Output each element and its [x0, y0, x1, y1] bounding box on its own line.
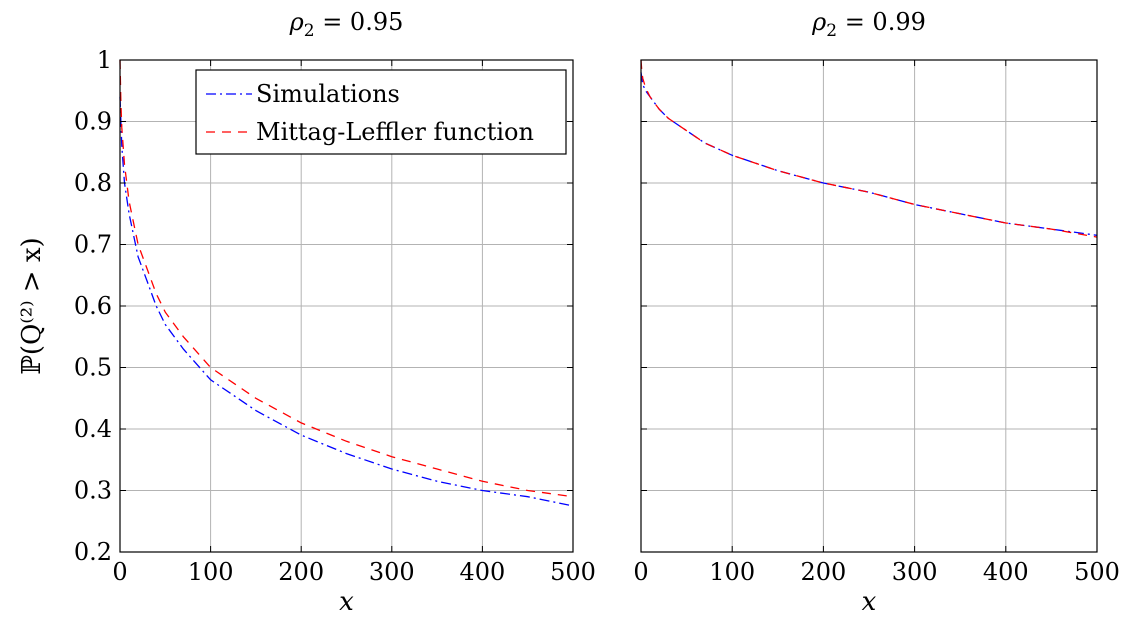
chart-panel-2: 0 100 200 300 400 500 x ρ2 = 0.99	[633, 8, 1120, 617]
title-subscript: 2	[304, 21, 315, 41]
x-axis-label: x	[862, 587, 877, 617]
series-line-mittag-leffler-function	[640, 59, 1098, 238]
x-tick-label: 400	[459, 558, 505, 586]
y-tick-label: 0.2	[74, 538, 112, 566]
x-tick-label: 100	[188, 558, 234, 586]
y-tick-label: 0.3	[74, 477, 112, 505]
x-tick-label: 0	[112, 558, 127, 586]
series-line-simulations	[119, 96, 574, 507]
x-tick-label: 200	[278, 558, 324, 586]
title-value: = 0.95	[315, 8, 404, 36]
series-line-simulations	[640, 72, 1098, 236]
chart-panel-1: 0 100 200 300 400 500 0.2 0.3 0.4 0.5 0.6 0.7 0.8 0.9…	[17, 8, 596, 617]
y-tick-label: 1	[97, 46, 112, 74]
title-subscript: 2	[826, 21, 837, 41]
x-tick-label: 300	[892, 558, 938, 586]
chart-title: ρ2 = 0.95	[289, 8, 404, 41]
x-tick-label: 400	[983, 558, 1029, 586]
x-tick-label: 100	[709, 558, 755, 586]
x-tick-label: 200	[800, 558, 846, 586]
y-tick-label: 0.6	[74, 292, 112, 320]
y-tick-label: 0.4	[74, 415, 112, 443]
series-line-mittag-leffler-function	[119, 59, 574, 498]
title-variable: ρ	[289, 8, 304, 36]
x-tick-label: 0	[633, 558, 648, 586]
x-axis-label: x	[339, 587, 354, 617]
chart-title: ρ2 = 0.99	[811, 8, 926, 41]
title-variable: ρ	[811, 8, 826, 36]
legend-label: Simulations	[256, 80, 400, 108]
legend-box	[195, 69, 567, 155]
x-tick-label: 300	[369, 558, 415, 586]
x-tick-label: 500	[550, 558, 596, 586]
x-tick-label: 500	[1074, 558, 1120, 586]
y-tick-label: 0.7	[74, 231, 112, 259]
legend-label: Mittag-Leffler function	[256, 118, 534, 146]
y-tick-label: 0.9	[74, 108, 112, 136]
title-value: = 0.99	[837, 8, 926, 36]
legend: Simulations Mittag-Leffler function	[195, 69, 567, 155]
y-axis-label: ℙ(Q⁽²⁾ > x)	[17, 237, 47, 374]
y-tick-label: 0.5	[74, 354, 112, 382]
y-tick-label: 0.8	[74, 169, 112, 197]
